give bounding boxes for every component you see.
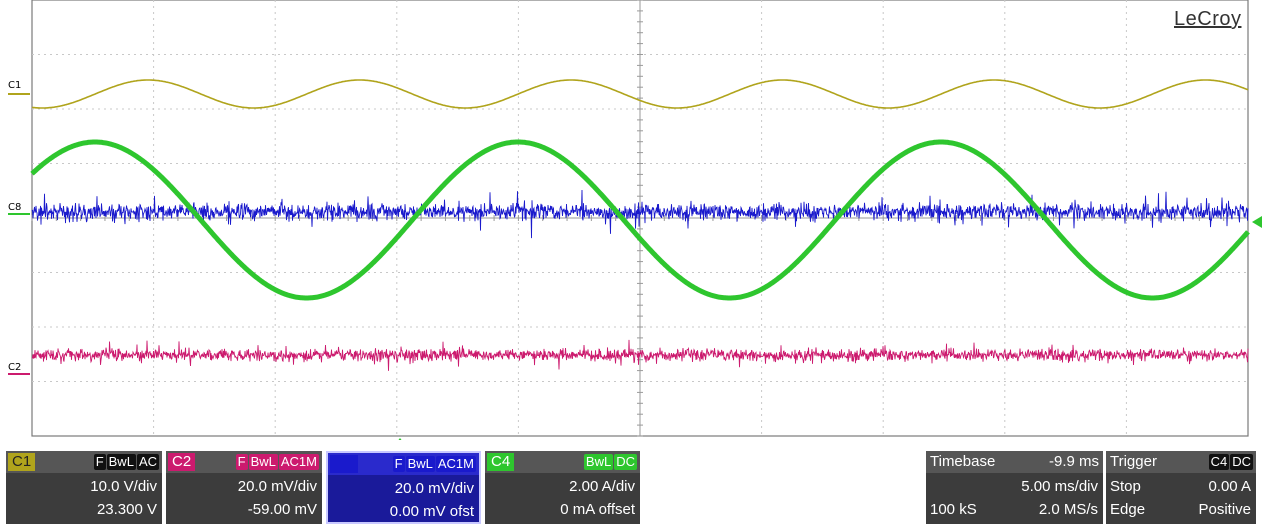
c4-tag-bwl: BwL xyxy=(583,454,614,470)
timebase-scale: 5.00 ms/div xyxy=(1021,478,1098,495)
c1-ground-label: C1 xyxy=(8,80,22,91)
c3-tag-coupling: AC1M xyxy=(435,456,476,472)
c3-ground-label: C8 xyxy=(8,202,22,213)
timebase-label: Timebase xyxy=(930,453,996,470)
trigger-level: 0.00 A xyxy=(1208,478,1251,495)
c2-scale: 20.0 mV/div xyxy=(237,478,317,495)
timebase-delay: -9.9 ms xyxy=(1048,453,1099,470)
c1-badge: C1 xyxy=(8,453,36,471)
c3-descriptor[interactable]: F BwL AC1M 20.0 mV/div 0.00 mV ofst xyxy=(326,451,481,524)
c4-badge: C4 xyxy=(487,453,515,471)
trigger-type: Edge xyxy=(1110,501,1146,518)
c3-badge xyxy=(330,455,358,473)
waveforms xyxy=(30,79,1250,371)
c3-tag-bwl: BwL xyxy=(405,456,435,472)
c4-descriptor[interactable]: C4 BwL DC 2.00 A/div 0 mA offset xyxy=(485,451,640,524)
channel-markers xyxy=(8,93,1262,440)
c3-scale: 20.0 mV/div xyxy=(394,480,474,497)
timebase-rate: 2.0 MS/s xyxy=(1038,501,1098,518)
c1-offset: 23.300 V xyxy=(96,501,157,518)
c3-trace xyxy=(31,189,1249,239)
c1-tag-bwl: BwL xyxy=(106,454,136,470)
waveform-display[interactable] xyxy=(0,0,1262,440)
c4-trace xyxy=(30,139,1250,301)
c2-tag-bwl: BwL xyxy=(248,454,278,470)
c2-badge: C2 xyxy=(168,453,196,471)
c1-tag-coupling: AC xyxy=(136,454,159,470)
timebase-samples: 100 kS xyxy=(930,501,977,518)
timebase-descriptor[interactable]: Timebase -9.9 ms 5.00 ms/div 100 kS 2.0 … xyxy=(926,451,1103,524)
c4-scale: 2.00 A/div xyxy=(569,478,635,495)
c2-trace xyxy=(31,339,1249,371)
c2-tag-f: F xyxy=(235,454,248,470)
c2-ground-label: C2 xyxy=(8,362,22,373)
graticule xyxy=(31,0,1249,437)
c4-offset: 0 mA offset xyxy=(560,501,635,518)
trigger-source: C4 xyxy=(1208,454,1230,470)
c1-tag-f: F xyxy=(93,454,106,470)
c1-scale: 10.0 V/div xyxy=(90,478,157,495)
trigger-slope: Positive xyxy=(1198,501,1251,518)
c3-tag-f: F xyxy=(392,456,405,472)
c2-descriptor[interactable]: C2 F BwL AC1M 20.0 mV/div -59.00 mV xyxy=(166,451,322,524)
trigger-position-arrow xyxy=(398,438,402,440)
lecroy-logo: LeCroy xyxy=(1174,8,1242,30)
trigger-level-arrow xyxy=(1252,216,1262,228)
c2-tag-coupling: AC1M xyxy=(278,454,319,470)
c1-descriptor[interactable]: C1 F BwL AC 10.0 V/div 23.300 V xyxy=(6,451,162,524)
c1-trace xyxy=(31,79,1249,109)
trigger-descriptor[interactable]: Trigger C4 DC Stop 0.00 A Edge Positive xyxy=(1106,451,1256,524)
c4-tag-coupling: DC xyxy=(614,454,637,470)
c2-offset: -59.00 mV xyxy=(247,501,317,518)
trigger-label: Trigger xyxy=(1110,453,1157,470)
trigger-mode: Stop xyxy=(1110,478,1141,495)
c3-offset: 0.00 mV ofst xyxy=(389,503,474,520)
trigger-coupling: DC xyxy=(1230,454,1253,470)
